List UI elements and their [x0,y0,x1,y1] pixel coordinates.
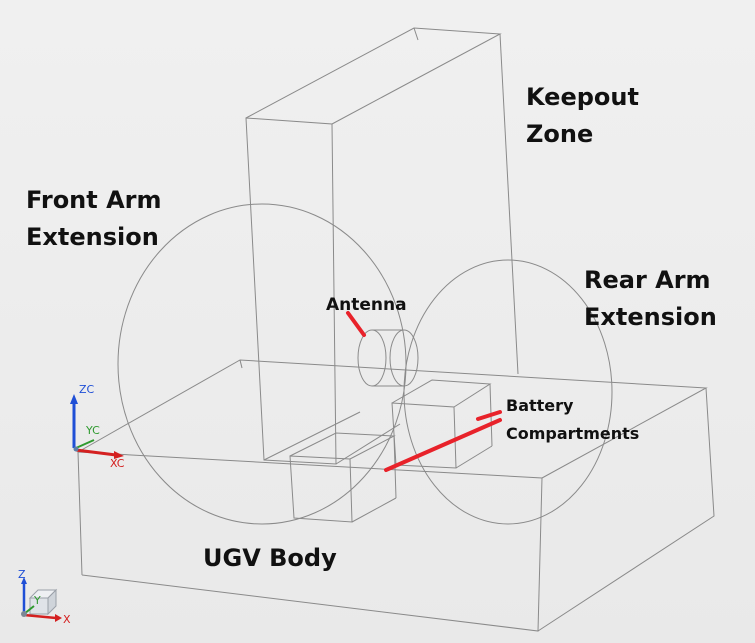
axis-label-yc: YC [85,424,100,437]
axis-label-y: Y [33,594,41,607]
label-rear-arm-extension: Rear Arm Extension [584,266,717,331]
axis-label-zc: ZC [79,383,95,396]
battery-compartment-front-wireframe [289,432,397,523]
label-ugv-body: UGV Body [203,544,337,572]
rear-arm-circle [403,259,613,525]
axis-label-xc: XC [110,457,125,470]
antenna-cylinder-wireframe [357,329,419,387]
battery-leader-short [476,410,502,421]
wcs-triad [70,394,124,459]
leader-lines [346,311,502,472]
label-keepout-zone: Keepout Zone [526,83,639,148]
label-antenna: Antenna [326,295,407,315]
antenna-leader [346,311,366,337]
axis-label-x: X [63,613,71,626]
keepout-zone-wireframe [245,27,519,465]
ugv-body-wireframe [77,359,715,632]
label-battery-compartments: Battery Compartments [506,396,640,443]
axis-label-z: Z [18,568,26,581]
label-front-arm-extension: Front Arm Extension [26,186,162,251]
view-triad-cube-icon [21,577,62,622]
battery-leader-long [384,418,502,472]
